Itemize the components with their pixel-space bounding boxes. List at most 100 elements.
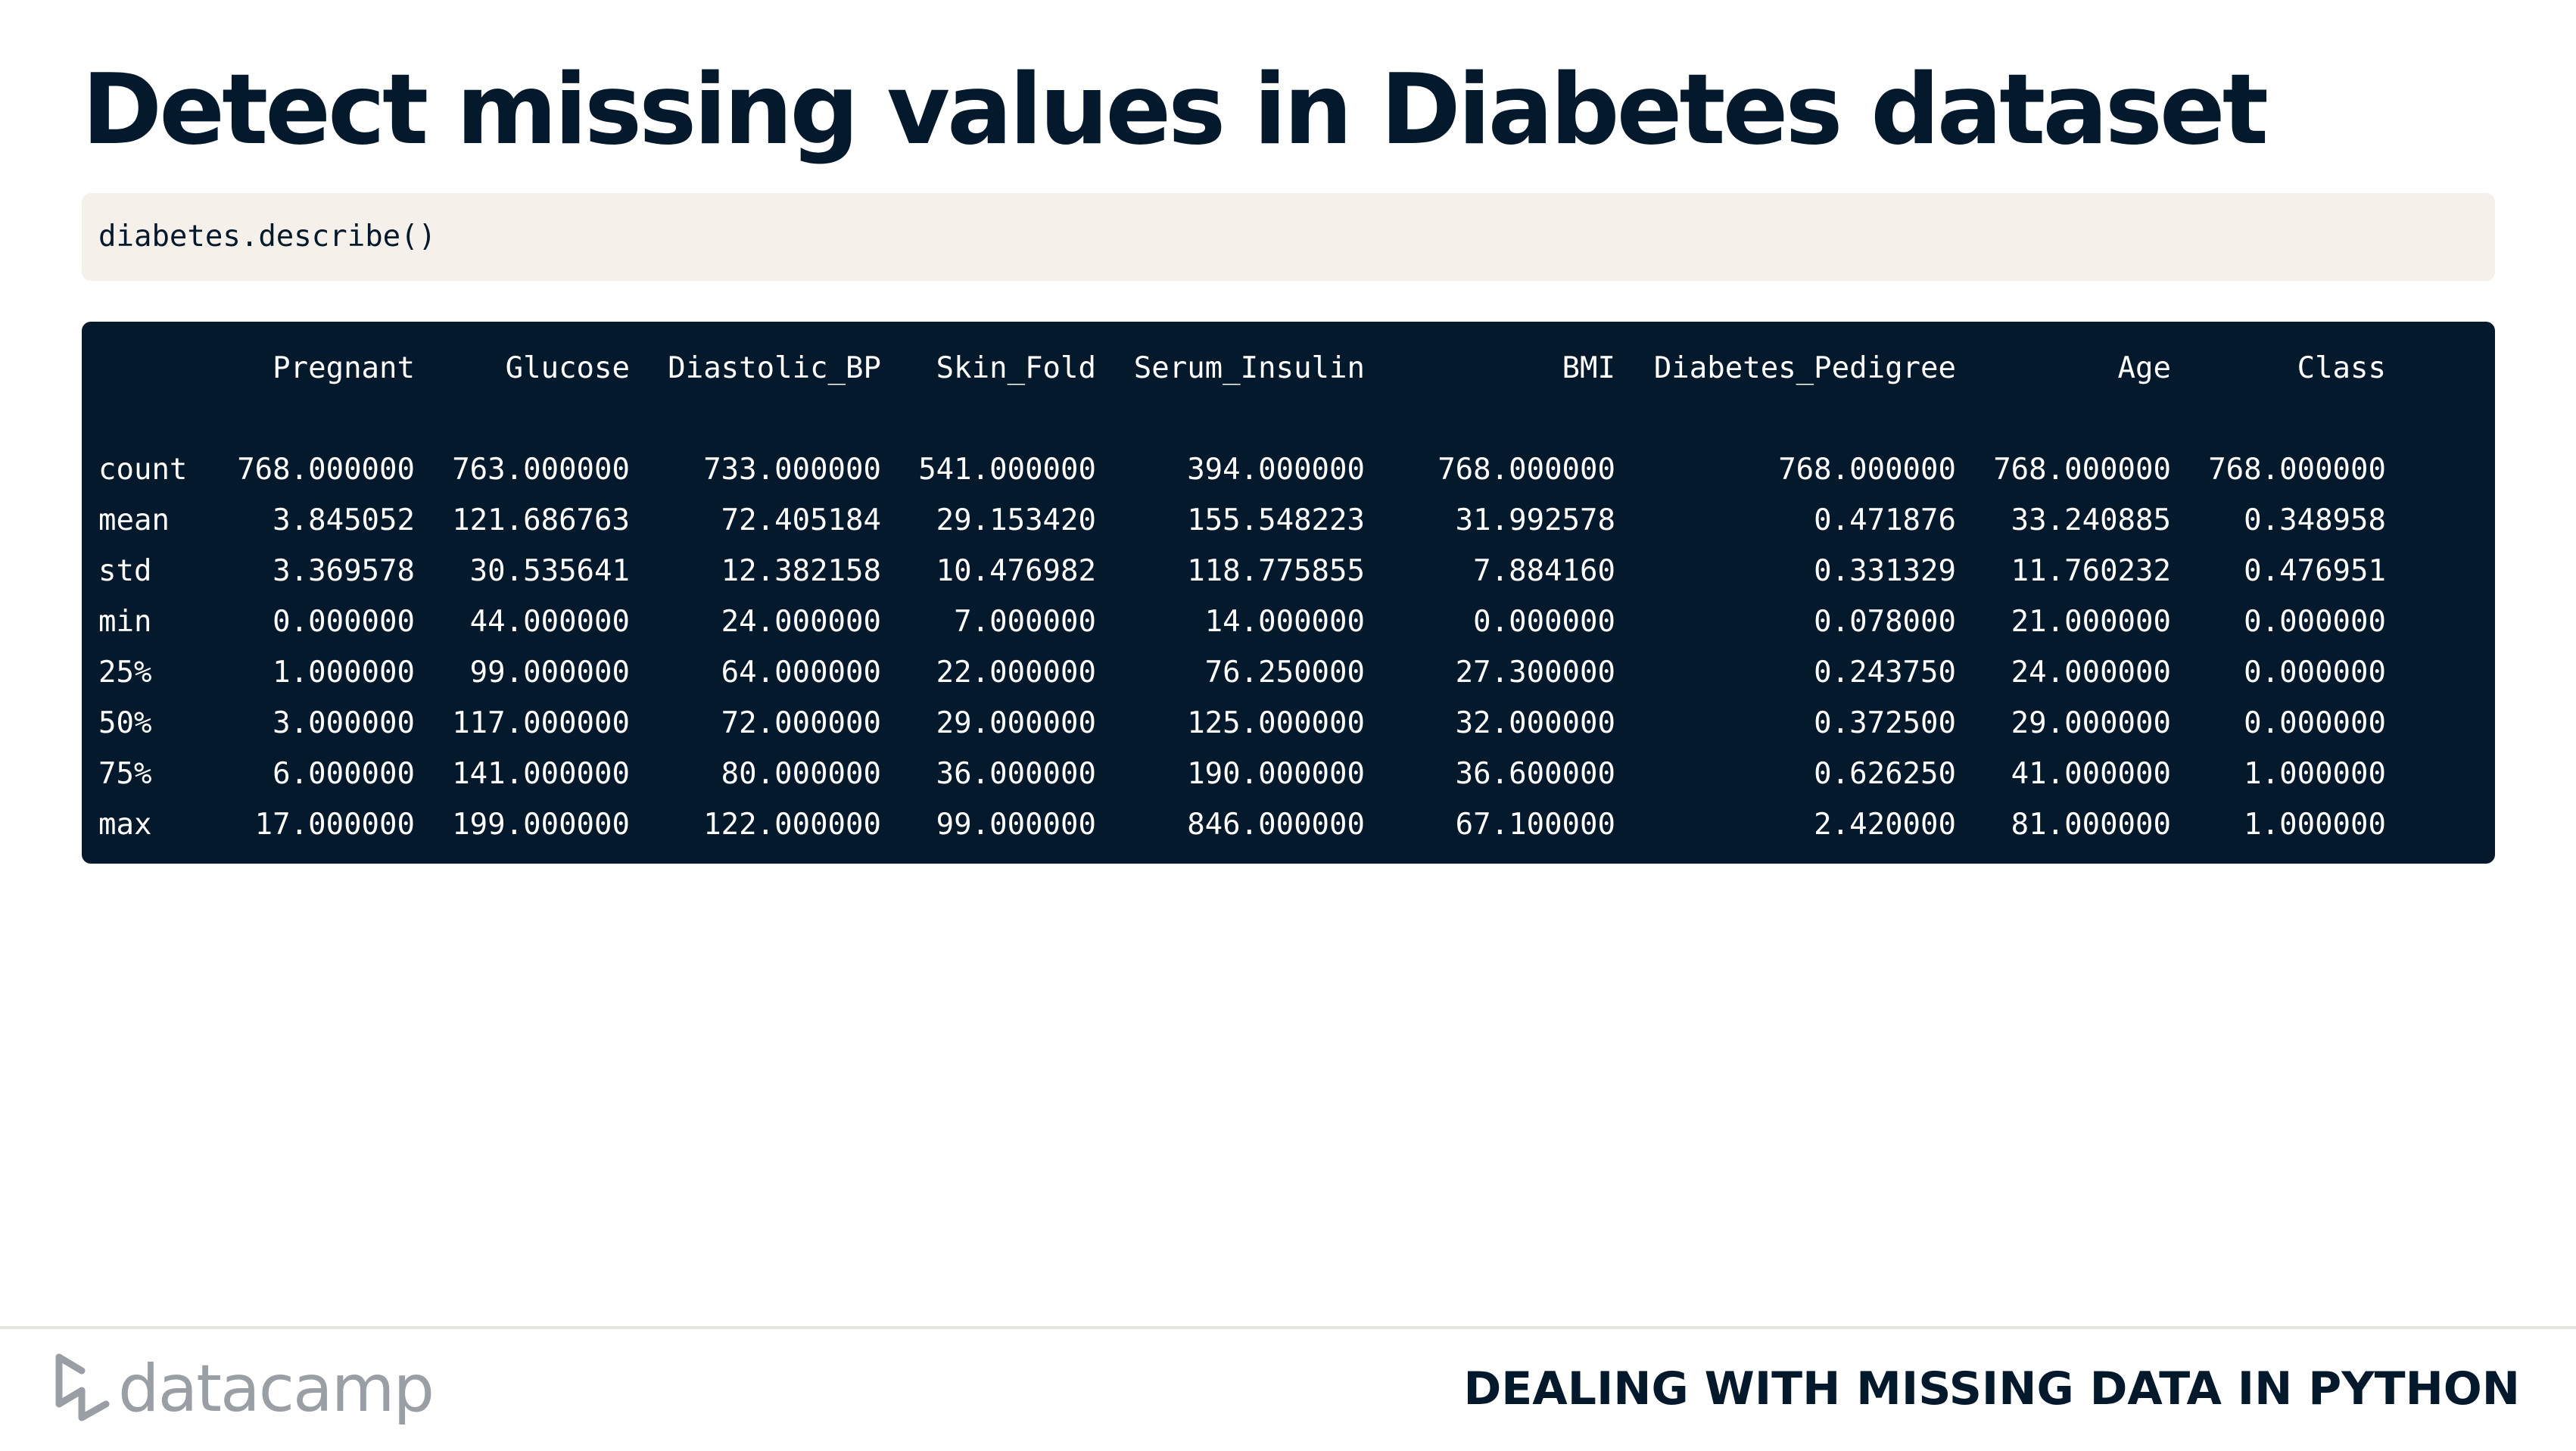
column-header: Diabetes_Pedigree: [1653, 351, 1956, 385]
table-cell: 0.000000: [2244, 706, 2386, 740]
table-cell: 0.348958: [2244, 503, 2386, 537]
table-cell: 64.000000: [721, 655, 881, 690]
code-input-text: diabetes.describe(): [98, 220, 437, 254]
table-cell: 11.760232: [2011, 554, 2171, 588]
table-row: std 3.369578 30.535641 12.382158 10.476982 11…: [98, 546, 2386, 596]
table-row: min 0.000000 44.000000 24.000000 7.000000 14.…: [98, 596, 2386, 647]
table-cell: 1.000000: [2244, 808, 2386, 842]
table-header-row: Pregnant Glucose Diastolic_BP Skin_Fold …: [98, 343, 2386, 394]
table-cell: 31.992578: [1455, 503, 1615, 537]
table-row: max 17.000000 199.000000 122.000000 99.00000…: [98, 799, 2386, 850]
table-cell: 17.000000: [254, 808, 415, 842]
table-cell: 33.240885: [2011, 503, 2171, 537]
table-cell: 141.000000: [452, 757, 630, 791]
table-cell: 541.000000: [918, 453, 1096, 487]
column-header: Pregnant: [273, 351, 415, 385]
table-cell: 7.884160: [1473, 554, 1615, 588]
table-cell: 121.686763: [452, 503, 630, 537]
code-input-block: diabetes.describe(): [82, 193, 2495, 281]
table-cell: 763.000000: [452, 453, 630, 487]
table-cell: 0.243750: [1814, 655, 1956, 690]
footer-divider: [0, 1326, 2576, 1329]
table-cell: 10.476982: [936, 554, 1096, 588]
table-cell: 99.000000: [936, 808, 1096, 842]
table-cell: 67.100000: [1455, 808, 1615, 842]
table-cell: 0.331329: [1814, 554, 1956, 588]
table-spacer-row: [98, 394, 2386, 444]
table-row: 25% 1.000000 99.000000 64.000000 22.000000 76…: [98, 647, 2386, 698]
datacamp-logo-icon: [55, 1353, 110, 1421]
table-cell: 117.000000: [452, 706, 630, 740]
table-cell: 768.000000: [2208, 453, 2386, 487]
slide-title: Detect missing values in Diabetes datase…: [82, 54, 2269, 167]
row-label: count: [98, 453, 188, 487]
table-cell: 22.000000: [936, 655, 1096, 690]
code-output-panel: Pregnant Glucose Diastolic_BP Skin_Fold …: [82, 322, 2495, 864]
table-cell: 0.000000: [273, 605, 415, 639]
table-cell: 29.153420: [936, 503, 1096, 537]
table-row: 75% 6.000000 141.000000 80.000000 36.000000 1…: [98, 749, 2386, 799]
row-label: 25%: [98, 655, 152, 690]
table-cell: 36.600000: [1455, 757, 1615, 791]
table-body: count 768.000000 763.000000 733.000000 541.0…: [98, 394, 2386, 850]
table-cell: 0.000000: [2244, 605, 2386, 639]
logo-wordmark: datacamp: [118, 1351, 435, 1427]
table-row: count 768.000000 763.000000 733.000000 541.0…: [98, 444, 2386, 495]
table-cell: 36.000000: [936, 757, 1096, 791]
table-cell: 768.000000: [1438, 453, 1615, 487]
table-cell: 44.000000: [469, 605, 630, 639]
table-cell: 3.369578: [273, 554, 415, 588]
table-cell: 3.845052: [273, 503, 415, 537]
table-row: 50% 3.000000 117.000000 72.000000 29.000000 1…: [98, 698, 2386, 749]
table-cell: 32.000000: [1455, 706, 1615, 740]
table-cell: 72.405184: [721, 503, 881, 537]
table-cell: 30.535641: [469, 554, 630, 588]
row-label: 75%: [98, 757, 152, 791]
column-header: BMI: [1562, 351, 1615, 385]
table-cell: 0.471876: [1814, 503, 1956, 537]
table-cell: 80.000000: [721, 757, 881, 791]
course-title: DEALING WITH MISSING DATA IN PYTHON: [1463, 1362, 2521, 1415]
table-cell: 14.000000: [1204, 605, 1365, 639]
table-cell: 7.000000: [954, 605, 1096, 639]
table-cell: 76.250000: [1204, 655, 1365, 690]
row-label: std: [98, 554, 152, 588]
table-cell: 2.420000: [1814, 808, 1956, 842]
table-cell: 768.000000: [1778, 453, 1956, 487]
table-row: mean 3.845052 121.686763 72.405184 29.153420…: [98, 495, 2386, 546]
table-cell: 24.000000: [2011, 655, 2171, 690]
table-cell: 1.000000: [273, 655, 415, 690]
column-header: Age: [2117, 351, 2171, 385]
column-header: Serum_Insulin: [1133, 351, 1365, 385]
describe-output-table: Pregnant Glucose Diastolic_BP Skin_Fold …: [98, 343, 2386, 850]
table-cell: 24.000000: [721, 605, 881, 639]
table-cell: 768.000000: [237, 453, 415, 487]
table-cell: 27.300000: [1455, 655, 1615, 690]
table-cell: 394.000000: [1187, 453, 1365, 487]
column-header: Glucose: [505, 351, 630, 385]
table-cell: 29.000000: [936, 706, 1096, 740]
column-header: Diastolic_BP: [668, 351, 881, 385]
table-cell: 846.000000: [1187, 808, 1365, 842]
row-label: 50%: [98, 706, 152, 740]
table-cell: 29.000000: [2011, 706, 2171, 740]
column-header: Skin_Fold: [936, 351, 1096, 385]
table-cell: 0.000000: [2244, 655, 2386, 690]
table-cell: 0.476951: [2244, 554, 2386, 588]
table-cell: 81.000000: [2011, 808, 2171, 842]
datacamp-logo: datacamp: [51, 1347, 435, 1431]
table-cell: 72.000000: [721, 706, 881, 740]
table-cell: 0.626250: [1814, 757, 1956, 791]
table-cell: 41.000000: [2011, 757, 2171, 791]
row-label: max: [98, 808, 152, 842]
table-cell: 21.000000: [2011, 605, 2171, 639]
row-label: mean: [98, 503, 170, 537]
table-cell: 3.000000: [273, 706, 415, 740]
table-cell: 190.000000: [1187, 757, 1365, 791]
table-cell: 6.000000: [273, 757, 415, 791]
table-cell: 125.000000: [1187, 706, 1365, 740]
row-label: min: [98, 605, 152, 639]
table-cell: 199.000000: [452, 808, 630, 842]
table-cell: 155.548223: [1187, 503, 1365, 537]
table-cell: 0.372500: [1814, 706, 1956, 740]
